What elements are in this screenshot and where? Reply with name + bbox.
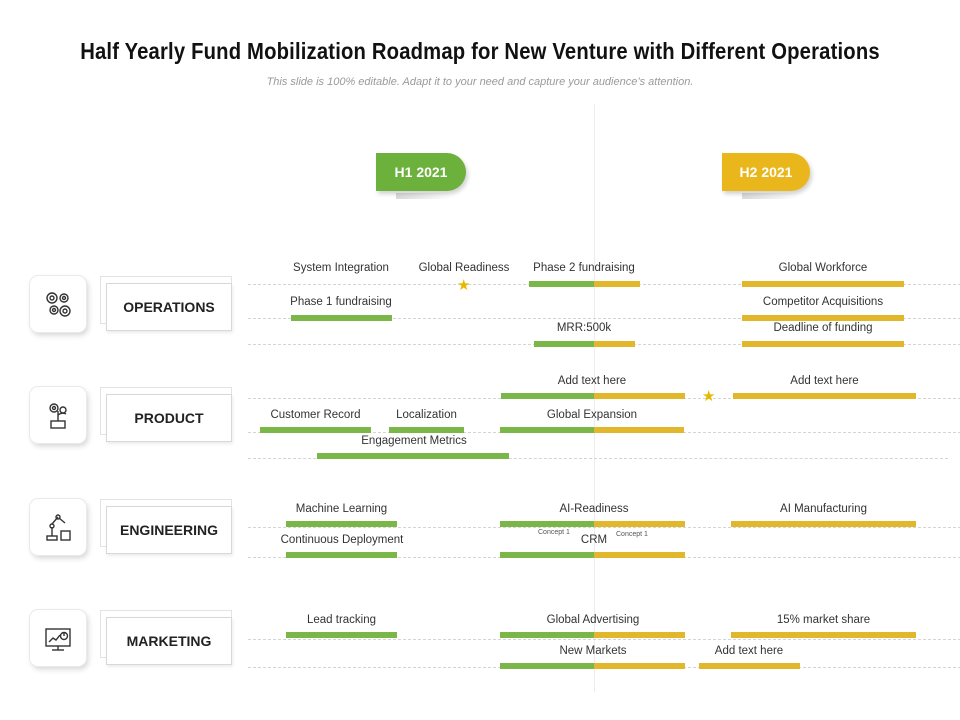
- marketing-label: MARKETING: [106, 617, 232, 665]
- marketing-icon-box: [30, 610, 86, 666]
- h2-tag-shadow: [742, 193, 798, 199]
- timeline-bar: [500, 632, 594, 638]
- timeline-bar: [529, 281, 594, 287]
- row-divider: [248, 527, 960, 528]
- item-add-text: Add text here: [714, 645, 784, 657]
- plant-gear-icon: [49, 403, 67, 429]
- timeline-bar: [291, 315, 392, 321]
- robot-arm-icon: [46, 514, 71, 541]
- timeline-bar: [731, 521, 916, 527]
- milestone-star-icon: ★: [702, 388, 716, 405]
- item-continuous-deployment: Continuous Deployment: [280, 534, 404, 546]
- item-global-workforce: Global Workforce: [778, 262, 868, 274]
- gears-icon: [46, 292, 71, 317]
- item-phase1-fundraising: Phase 1 fundraising: [290, 296, 392, 308]
- timeline-bar: [594, 521, 685, 527]
- item-crm: CRM: [580, 534, 608, 546]
- timeline-bar: [260, 427, 371, 433]
- item-customer-record: Customer Record: [270, 409, 361, 421]
- item-market-share: 15% market share: [776, 614, 871, 626]
- timeline-bar: [594, 663, 685, 669]
- operations-icon-box: [30, 276, 86, 332]
- item-add-text: Add text here: [557, 375, 627, 387]
- item-system-integration: System Integration: [293, 262, 389, 274]
- timeline-bar: [742, 315, 904, 321]
- timeline-bar: [733, 393, 916, 399]
- concept-label: Concept 1: [616, 531, 648, 538]
- timeline-bar: [594, 341, 635, 347]
- item-machine-learning: Machine Learning: [295, 503, 388, 515]
- concept-label: Concept 1: [538, 529, 570, 536]
- item-engagement-metrics: Engagement Metrics: [361, 435, 467, 447]
- timeline-bar: [594, 632, 685, 638]
- timeline-bar: [500, 427, 594, 433]
- h1-tag-shadow: [396, 193, 452, 199]
- timeline-bar: [699, 663, 800, 669]
- timeline-bar: [594, 552, 685, 558]
- timeline-bar: [317, 453, 509, 459]
- analytics-monitor-icon: [45, 628, 71, 651]
- timeline-bar: [594, 393, 685, 399]
- item-new-markets: New Markets: [559, 645, 627, 657]
- product-label: PRODUCT: [106, 394, 232, 442]
- timeline-bar: [389, 427, 464, 433]
- timeline-bar: [742, 281, 904, 287]
- timeline-bar: [286, 632, 397, 638]
- item-global-advertising: Global Advertising: [546, 614, 640, 626]
- h2-tag: H2 2021: [722, 153, 810, 191]
- timeline-bar: [286, 552, 397, 558]
- item-phase2-fundraising: Phase 2 fundraising: [533, 262, 635, 274]
- timeline-bar: [500, 521, 594, 527]
- item-add-text: Add text here: [790, 375, 859, 387]
- row-divider: [248, 458, 948, 459]
- item-mrr: MRR:500k: [556, 322, 612, 334]
- row-divider: [248, 639, 960, 640]
- milestone-star-icon: ★: [457, 277, 471, 294]
- timeline-bar: [500, 552, 594, 558]
- item-competitor-acquisitions: Competitor Acquisitions: [762, 296, 884, 308]
- page-subtitle: This slide is 100% editable. Adapt it to…: [266, 76, 694, 88]
- timeline-bar: [286, 521, 397, 527]
- item-deadline-of-funding: Deadline of funding: [773, 322, 873, 334]
- item-ai-manufacturing: AI Manufacturing: [780, 503, 867, 515]
- timeline-bar: [534, 341, 594, 347]
- row-divider: [248, 318, 960, 319]
- engineering-label: ENGINEERING: [106, 506, 232, 554]
- item-ai-readiness: AI-Readiness: [559, 503, 629, 515]
- timeline-bar: [501, 393, 594, 399]
- timeline-bar: [742, 341, 904, 347]
- timeline-bar: [500, 663, 594, 669]
- h1-tag: H1 2021: [376, 153, 466, 191]
- timeline-bar: [594, 427, 684, 433]
- page-title: Half Yearly Fund Mobilization Roadmap fo…: [80, 38, 880, 64]
- product-icon-box: [30, 387, 86, 443]
- item-global-readiness: Global Readiness: [418, 262, 510, 274]
- item-lead-tracking: Lead tracking: [306, 614, 377, 626]
- timeline-bar: [731, 632, 916, 638]
- operations-label: OPERATIONS: [106, 283, 232, 331]
- engineering-icon-box: [30, 499, 86, 555]
- timeline-bar: [594, 281, 640, 287]
- item-localization: Localization: [396, 409, 457, 421]
- item-global-expansion: Global Expansion: [546, 409, 638, 421]
